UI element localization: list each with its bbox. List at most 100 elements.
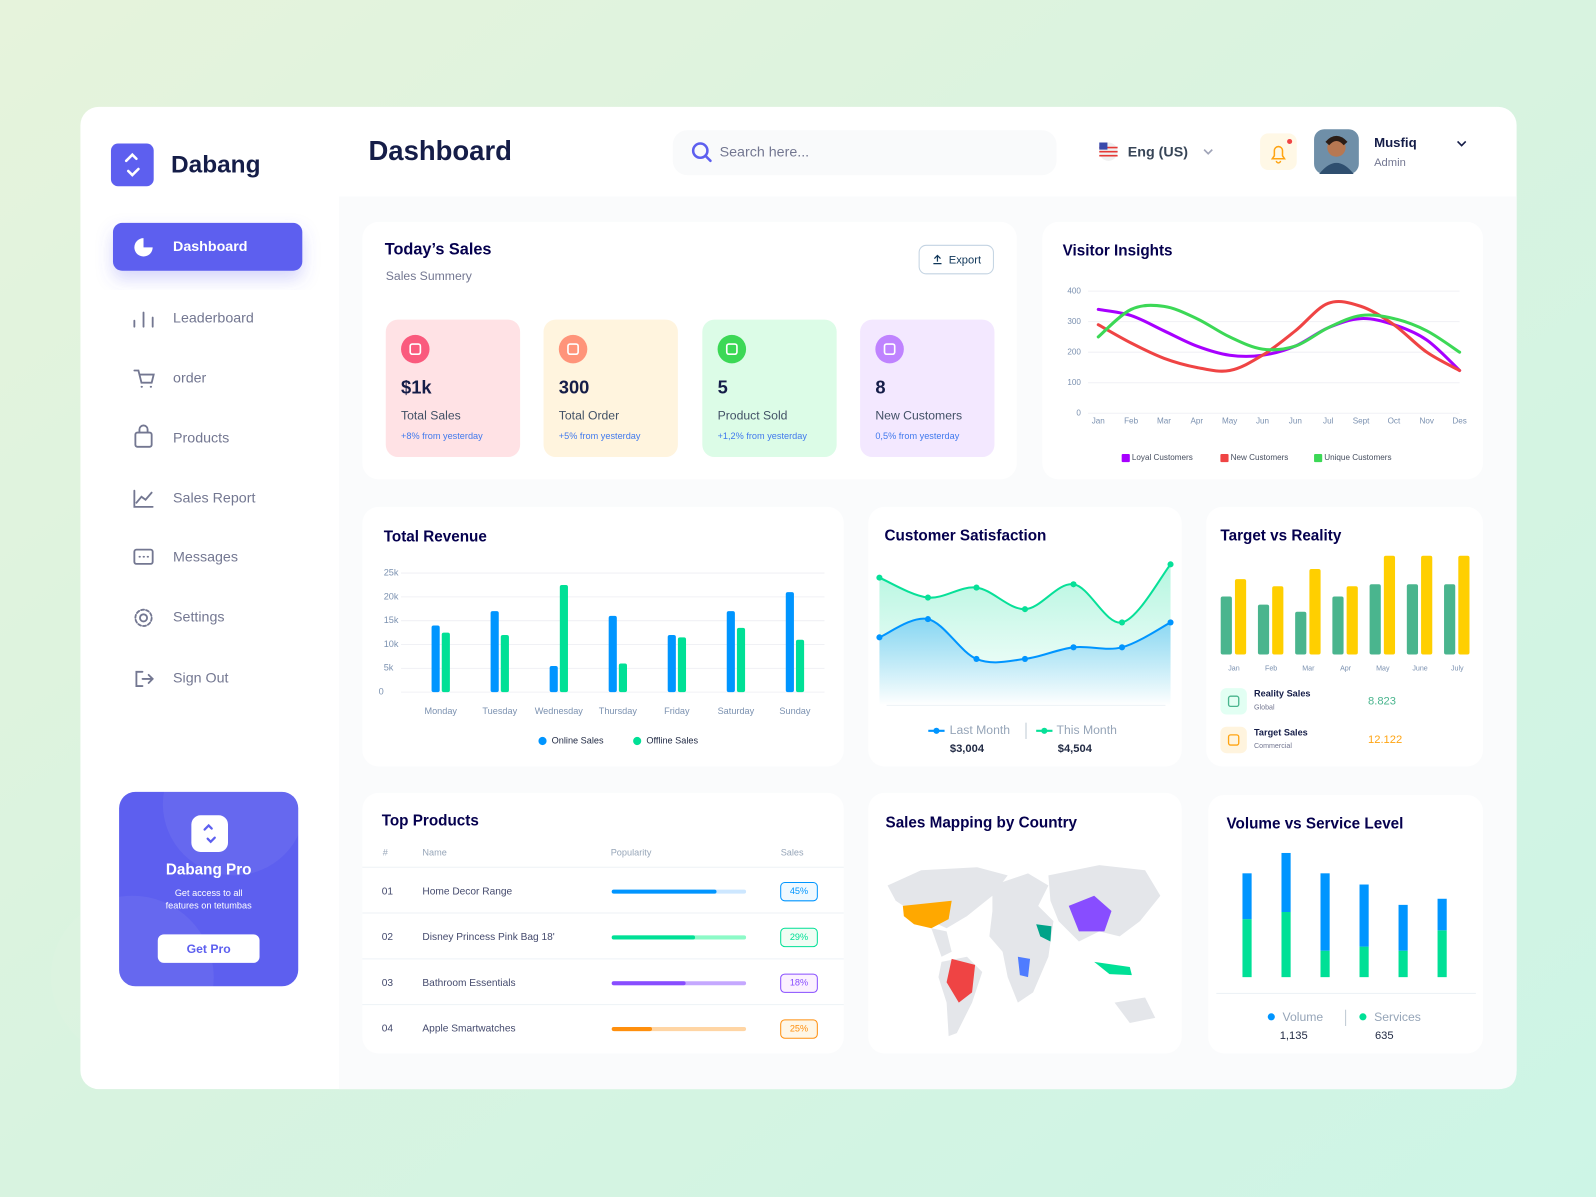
stat-label: Total Order bbox=[559, 409, 619, 423]
nav-item[interactable]: Sign Out bbox=[173, 671, 228, 687]
stat-icon bbox=[717, 334, 747, 364]
bar-segment bbox=[1359, 946, 1369, 978]
nav-item[interactable]: Products bbox=[173, 430, 229, 446]
table-cell: 25% bbox=[790, 1023, 808, 1033]
world-map bbox=[887, 865, 1161, 1037]
x-tick-label: July bbox=[1451, 665, 1464, 673]
stat-label: Product Sold bbox=[718, 409, 788, 423]
nav-item[interactable]: order bbox=[173, 370, 207, 386]
legend-label: Loyal Customers bbox=[1132, 453, 1193, 462]
legend-icon-glyph bbox=[1227, 695, 1240, 708]
user-chevron[interactable] bbox=[1456, 140, 1467, 147]
logo-glyph bbox=[124, 152, 140, 177]
y-tick-label: 100 bbox=[1067, 378, 1081, 387]
sales-pill bbox=[780, 973, 818, 993]
language-chevron[interactable] bbox=[1203, 149, 1213, 155]
bar bbox=[1309, 568, 1321, 655]
bar bbox=[1346, 586, 1358, 655]
page-title: Dashboard bbox=[368, 135, 511, 166]
y-tick-label: 10k bbox=[384, 639, 399, 649]
legend-label: Reality Sales bbox=[1254, 689, 1311, 699]
bar bbox=[618, 663, 627, 693]
search-icon bbox=[691, 142, 709, 160]
series-area bbox=[879, 618, 1171, 706]
nav-item[interactable]: Dashboard bbox=[173, 239, 247, 255]
legend-label: Services bbox=[1374, 1010, 1421, 1024]
x-tick-label: Sept bbox=[1353, 417, 1370, 426]
stat-icon bbox=[558, 334, 588, 364]
bar bbox=[431, 625, 440, 693]
card-title: Target vs Reality bbox=[1220, 527, 1341, 544]
promo-decor bbox=[50, 895, 214, 1059]
series-point bbox=[973, 584, 980, 591]
promo-button-label[interactable]: Get Pro bbox=[187, 942, 231, 956]
bell-icon bbox=[1270, 145, 1286, 164]
nav-item[interactable]: Messages bbox=[173, 550, 238, 566]
bar bbox=[1295, 611, 1307, 655]
popularity-bar bbox=[611, 935, 696, 940]
x-tick-label: Tuesday bbox=[482, 706, 517, 716]
promo-button[interactable] bbox=[157, 934, 260, 963]
series-point bbox=[1167, 619, 1174, 626]
stat-icon-glyph bbox=[567, 343, 579, 356]
legend-value: 8.823 bbox=[1368, 695, 1396, 707]
sales-pill bbox=[780, 1019, 818, 1039]
bar bbox=[736, 627, 746, 693]
export-button[interactable] bbox=[918, 244, 994, 275]
bar-segment bbox=[1398, 950, 1408, 978]
series-point bbox=[1118, 619, 1126, 626]
bar-segment bbox=[1359, 884, 1369, 947]
bar-segment bbox=[1437, 898, 1447, 931]
nav-item[interactable]: Leaderboard bbox=[173, 310, 254, 326]
y-tick-label: 25k bbox=[384, 567, 399, 577]
legend-icon bbox=[1220, 688, 1247, 715]
series-point bbox=[1118, 644, 1126, 651]
nav-active-bg[interactable] bbox=[112, 222, 303, 271]
legend-dot bbox=[1267, 1013, 1275, 1021]
y-tick-label: 0 bbox=[379, 687, 384, 697]
series-line bbox=[1096, 300, 1462, 373]
promo-glyph bbox=[203, 823, 216, 844]
search-box[interactable] bbox=[672, 130, 1057, 176]
x-tick-label: Monday bbox=[424, 706, 457, 716]
export-label[interactable]: Export bbox=[949, 255, 982, 267]
bar bbox=[677, 637, 687, 693]
table-cell: 18% bbox=[790, 978, 808, 988]
legend-dot bbox=[933, 727, 940, 734]
stat-change: +8% from yesterday bbox=[401, 431, 483, 441]
series-line bbox=[1096, 303, 1462, 354]
legend-label: Unique Customers bbox=[1324, 453, 1391, 462]
legend-swatch bbox=[1314, 453, 1323, 463]
table-header: Name bbox=[422, 847, 446, 857]
card-title: Total Revenue bbox=[384, 528, 487, 545]
bar bbox=[608, 615, 617, 693]
notification-button[interactable] bbox=[1260, 133, 1297, 170]
bar bbox=[1220, 596, 1232, 655]
popularity-bar bbox=[611, 981, 686, 986]
stat-icon-glyph bbox=[409, 343, 422, 356]
table-header: Sales bbox=[781, 847, 804, 857]
legend-value: 635 bbox=[1375, 1030, 1394, 1042]
nav-item[interactable]: Settings bbox=[173, 610, 225, 626]
table-cell: 04 bbox=[382, 1024, 394, 1035]
card-title: Sales Mapping by Country bbox=[886, 814, 1078, 831]
card-subtitle: Sales Summery bbox=[386, 269, 473, 283]
x-tick-label: May bbox=[1376, 665, 1390, 673]
bar bbox=[726, 611, 735, 693]
bar bbox=[549, 665, 558, 693]
card-title: Top Products bbox=[382, 812, 479, 829]
legend-label: Target Sales bbox=[1254, 727, 1308, 737]
x-tick-label: Oct bbox=[1388, 417, 1401, 426]
x-tick-label: Apr bbox=[1190, 417, 1203, 426]
legend-dot bbox=[538, 736, 547, 746]
x-tick-label: Des bbox=[1452, 417, 1466, 426]
legend-value: $3,004 bbox=[950, 743, 985, 755]
bar-segment bbox=[1242, 919, 1252, 978]
nav-item[interactable]: Sales Report bbox=[173, 491, 255, 507]
language-selector: Eng (US) bbox=[1128, 144, 1188, 160]
y-tick-label: 20k bbox=[384, 591, 399, 601]
x-tick-label: Jun bbox=[1256, 417, 1269, 426]
x-tick-label: Mar bbox=[1157, 417, 1171, 426]
user-role: Admin bbox=[1374, 157, 1406, 169]
